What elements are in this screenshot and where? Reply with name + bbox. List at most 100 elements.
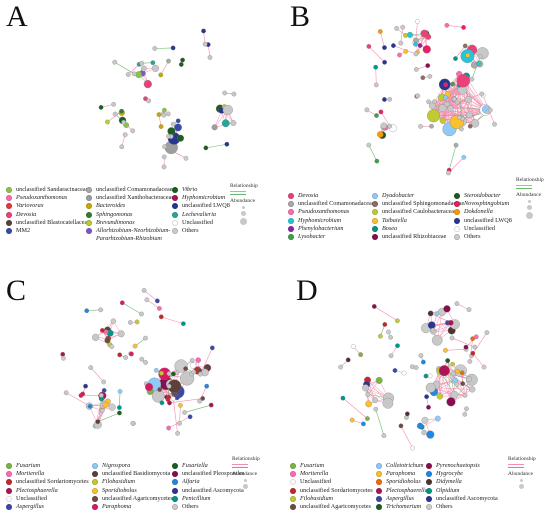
legend-item: Others [426,503,498,511]
network-node [409,364,415,370]
network-node [350,344,356,349]
legend-label: Plectosphaerella [16,486,58,494]
network-node [400,24,406,30]
legend-swatch [376,463,382,470]
network-node [484,330,490,335]
network-node [398,423,404,429]
abundance-label: Abundance [232,471,258,477]
network-node [177,421,182,426]
network-node [461,25,466,30]
network-edge [444,370,473,390]
legend-label: Brevundimonas [96,218,135,226]
legend-swatch [92,504,98,511]
network-node [438,365,450,377]
network-edge [451,337,475,348]
network-node [487,107,493,113]
abundance-dot-large [240,218,248,225]
abundance-dot-small [520,479,524,482]
abundance-label: Abundance [230,198,256,204]
legend-label: Phenylobacterium [298,224,344,232]
network-node [422,45,431,54]
network-node [470,351,476,356]
legend-item: Paraphoma [376,470,428,478]
network-edge [432,98,455,107]
network-edge [375,409,385,436]
network-node [453,56,458,61]
network-node [170,45,176,51]
network-edge [446,25,464,28]
legend-swatch [6,479,12,486]
legend-label: unclassified Rhizobiaceae [382,232,447,240]
network-node [443,82,448,88]
network-node [146,98,152,104]
network-node [403,49,409,54]
abundance-dot-small [244,479,248,482]
legend-label: Sphingomonas [96,210,133,218]
network-node [178,62,184,67]
legend-swatch [92,495,98,502]
legend-swatch [172,471,178,478]
legend-swatch [6,219,12,226]
network-node [424,394,429,400]
legend-item: Paraphoma [92,503,173,511]
legend-item: Penicillium [172,495,244,503]
network-node [158,314,164,320]
network-node [373,64,379,70]
legend-swatch [376,487,382,494]
network-node [166,371,172,376]
network-node [380,122,387,129]
legend-item: unclassified Basidiomycota [92,470,173,478]
legend-item: Pseudoxanthomonas [6,194,90,202]
network-node [177,134,184,142]
network-node [469,386,476,393]
network-edge [114,61,135,75]
network-node [200,396,206,401]
legend-label: unclassified Xanthobacteraceae [96,194,175,202]
network-edge [447,360,455,395]
legend-item: unclassified Comamonadaceae [86,186,174,194]
network-node [108,403,116,411]
legend-swatch [372,217,378,224]
network-edge [447,360,466,396]
legend-label: unclassified Blastocatellaceae [16,218,91,226]
legend-swatch [372,193,378,200]
legend-item: Filobasidium [92,478,173,486]
network-node [155,298,160,304]
network-node [461,155,467,160]
legend-column: unclassified Comamonadaceae unclassified … [86,186,174,243]
network-node [459,126,464,132]
relationship-positive-line [230,191,246,192]
legend-swatch [454,225,460,232]
network-node [401,370,407,376]
network-node [80,391,86,397]
network-node [415,19,420,24]
network-node [171,371,176,377]
legend-item: Olpidium [426,487,498,495]
legend-item: Vibrio [172,186,230,194]
network-node [429,123,434,129]
legend-item: Fusarium [6,462,89,470]
network-node [358,352,363,357]
network-node [387,97,393,102]
legend-label: unclassified LWQ8 [464,216,512,224]
legend-swatch [372,209,378,216]
legend-label: Filobasidium [102,478,136,486]
network-node [174,123,182,132]
network-node [140,65,147,72]
network-node [387,123,393,129]
network-node [127,320,133,325]
network-node [231,91,237,97]
relationship-label: Relationship [230,183,258,189]
legend-label: Penicillium [182,494,211,502]
legend-label: Nigrospora [102,462,131,469]
legend-d: Fusarium Mortierella Unclassified unclassif… [290,462,498,518]
network-node [87,403,93,409]
network-node [88,365,94,370]
legend-label: Colletotrichum [386,462,424,469]
network-node [465,53,471,58]
network-node [473,334,479,340]
network-node [349,417,355,423]
network-node [84,308,90,314]
network-edge [342,397,368,419]
network-node [117,330,125,338]
